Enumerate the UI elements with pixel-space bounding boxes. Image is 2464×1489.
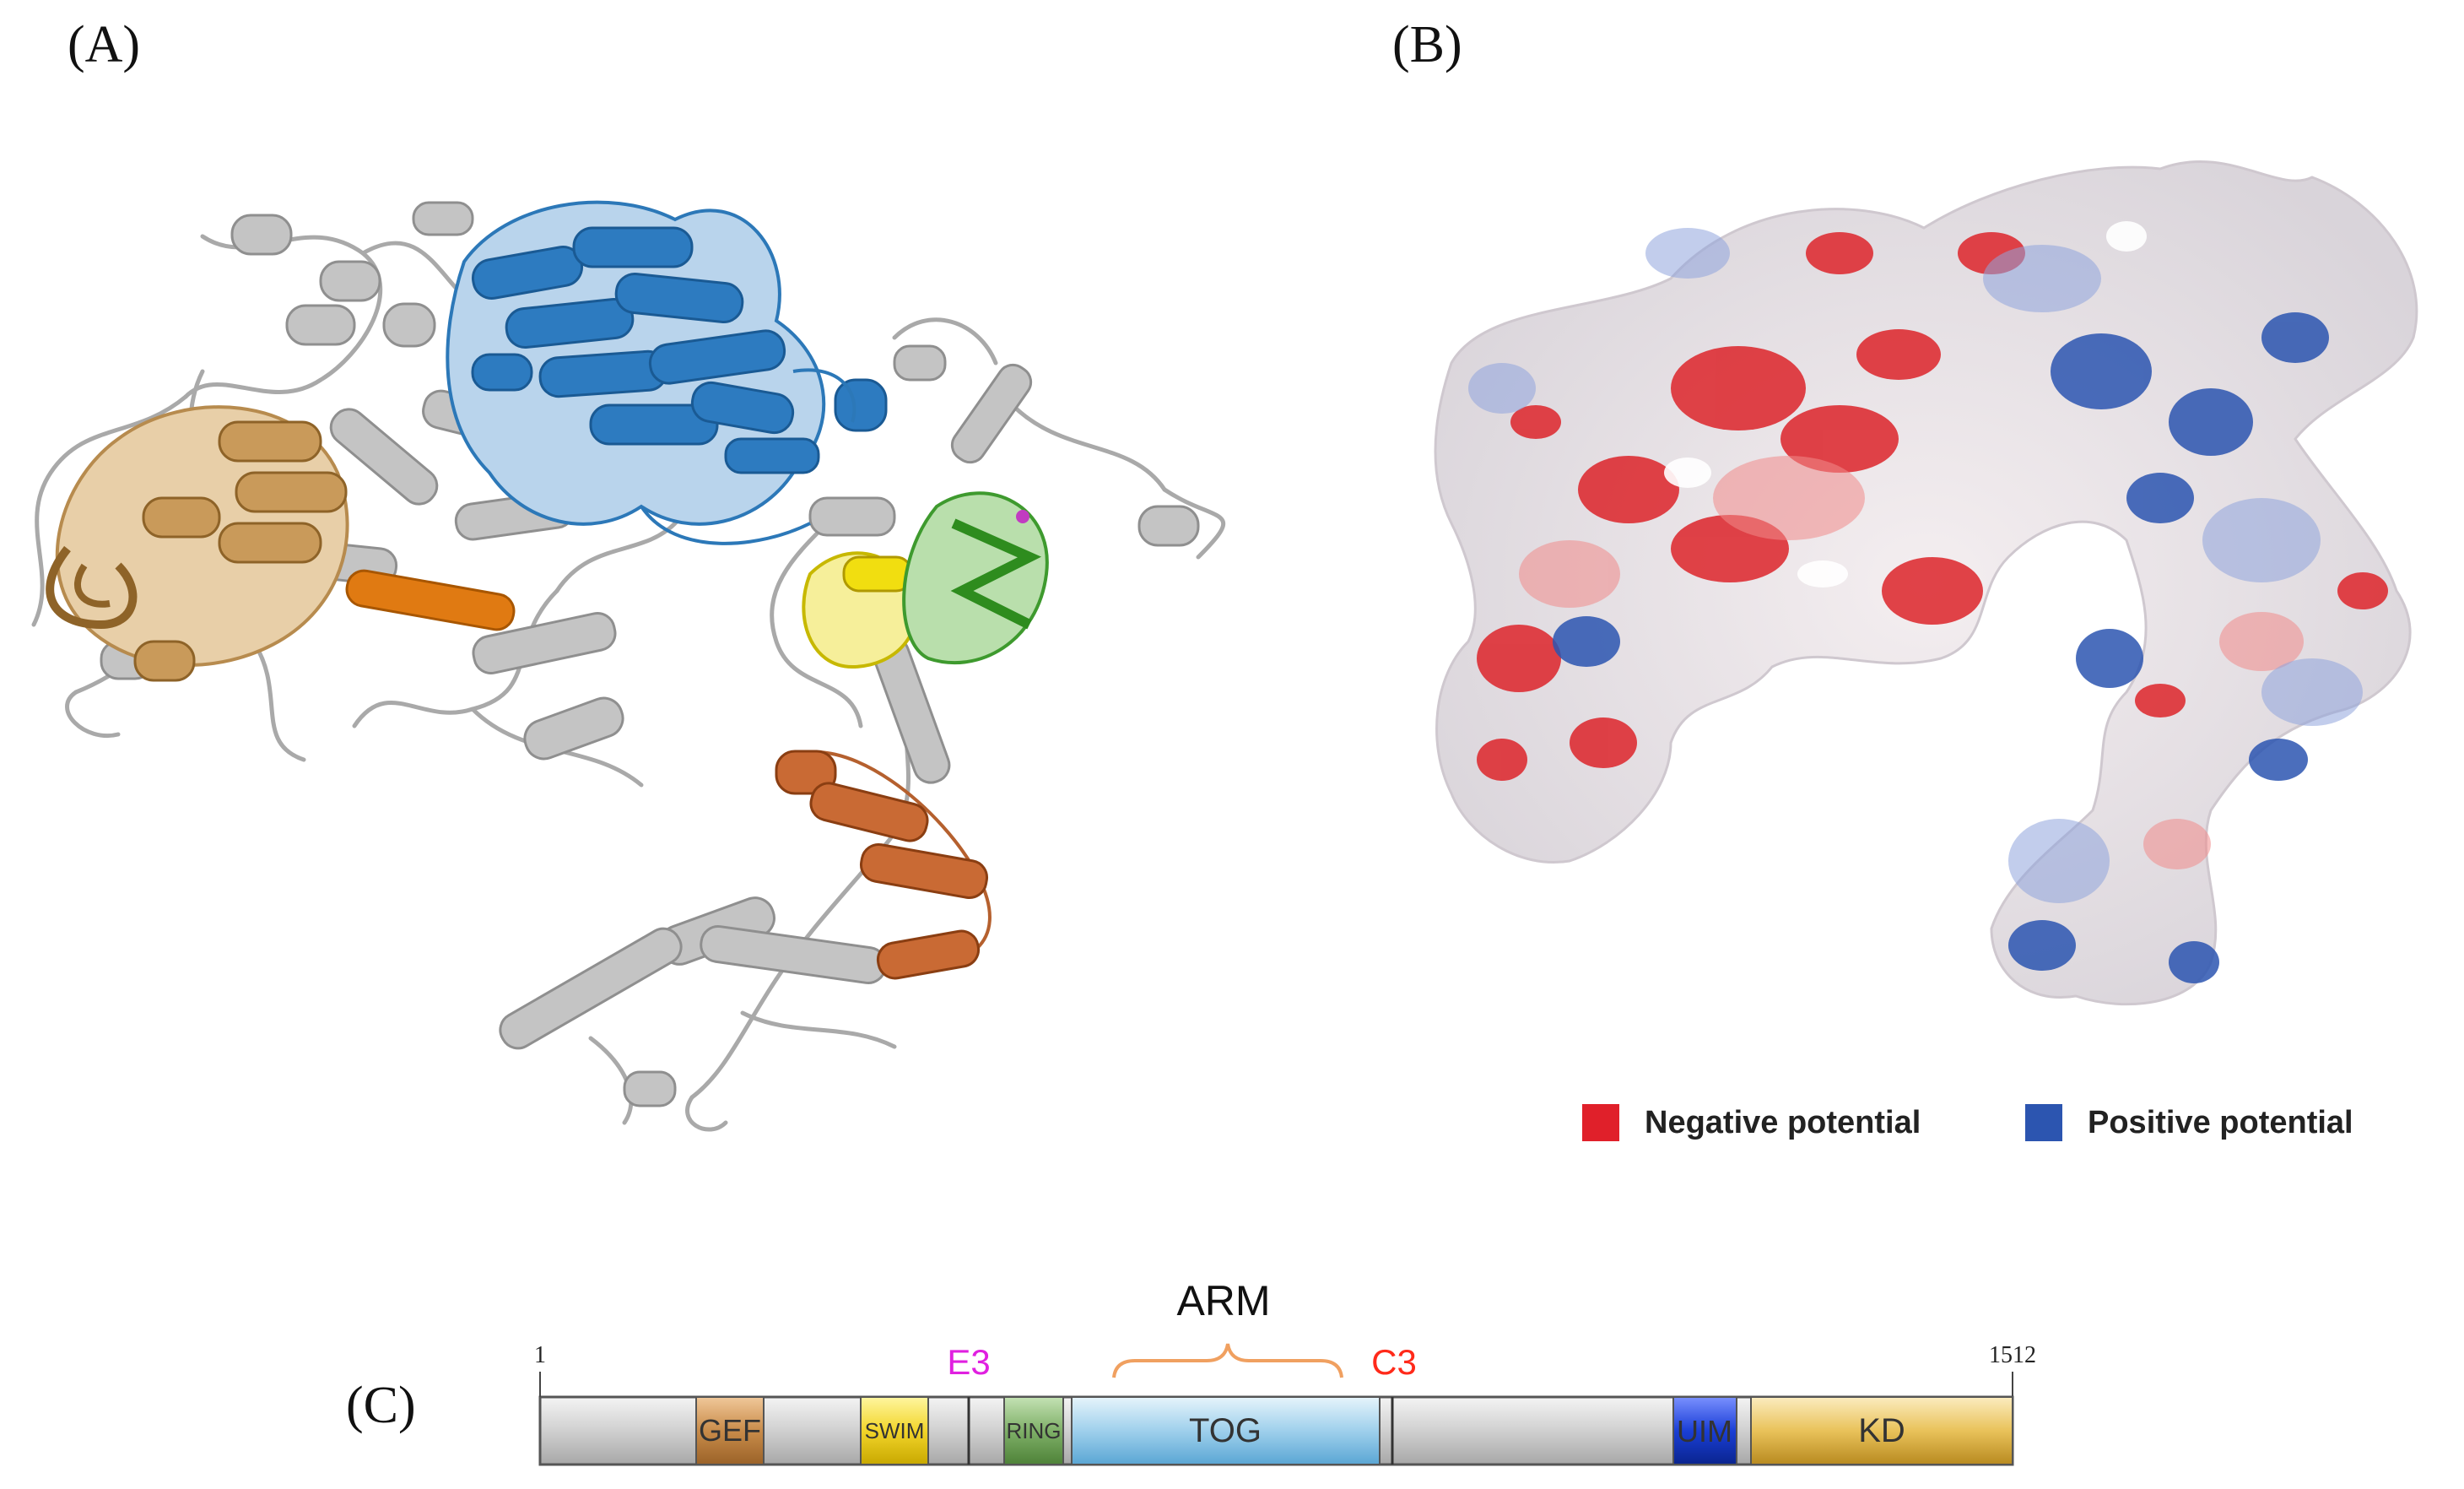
gef-label: GEF xyxy=(699,1413,761,1448)
panel-label-b: (B) xyxy=(1392,16,1462,73)
start-residue: 1 xyxy=(534,1342,546,1368)
domain-gef xyxy=(695,1396,765,1465)
legend-positive: Positive potential xyxy=(2025,1104,2353,1141)
arm-brace xyxy=(1112,1343,1343,1378)
domain-tog xyxy=(1071,1396,1381,1465)
swim-label: SWIM xyxy=(865,1418,925,1443)
domain-map: ARM E3 C3 1 1512 GEF SWIM RING TOG UIM K… xyxy=(534,1277,2036,1466)
negative-swatch xyxy=(1582,1104,1619,1141)
arm-label: ARM xyxy=(1176,1277,1270,1324)
panel-label-a: (A) xyxy=(68,16,141,73)
yellow-domain xyxy=(802,551,918,669)
orange-helix xyxy=(345,569,516,631)
legend-negative: Negative potential xyxy=(1582,1104,1921,1141)
positive-patches xyxy=(1553,312,2329,983)
panel-label-c: (C) xyxy=(346,1377,416,1434)
tan-domain xyxy=(46,405,349,682)
brown-helices xyxy=(775,750,992,980)
domain-kd xyxy=(1750,1396,2013,1465)
electrostatic-surface xyxy=(1434,160,2418,1006)
green-domain xyxy=(902,491,1049,664)
uim-label: UIM xyxy=(1677,1414,1732,1448)
c3-label: C3 xyxy=(1371,1342,1417,1382)
domain-ring xyxy=(1003,1396,1064,1465)
end-residue: 1512 xyxy=(1989,1342,2036,1368)
negative-label: Negative potential xyxy=(1645,1104,1921,1140)
ribbon-structure xyxy=(31,200,1226,1132)
ring-label: RING xyxy=(1007,1418,1062,1443)
positive-swatch xyxy=(2025,1104,2062,1141)
kd-label: KD xyxy=(1858,1412,1905,1449)
positive-label: Positive potential xyxy=(2088,1104,2353,1140)
e3-label: E3 xyxy=(947,1342,990,1382)
domain-uim xyxy=(1672,1396,1737,1465)
blue-helical-domain xyxy=(446,200,888,545)
tog-label: TOG xyxy=(1189,1412,1262,1449)
domain-swim xyxy=(860,1396,929,1465)
